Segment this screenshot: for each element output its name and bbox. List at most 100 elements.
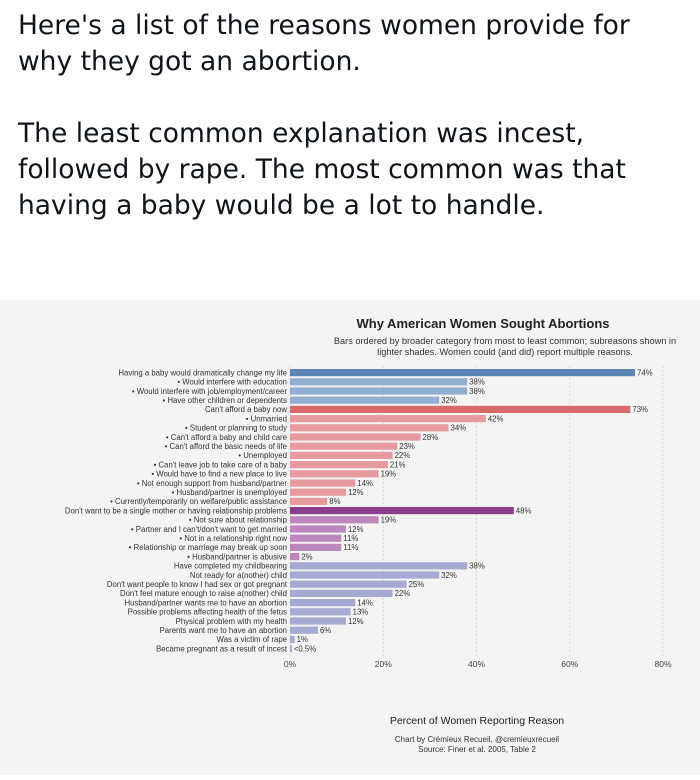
bar-category-label: Possible problems affecting health of th… [128,608,287,617]
bar [290,562,468,570]
bar [290,553,300,561]
chart-title: Why American Women Sought Abortions [356,316,609,331]
bar-category-label: Don't want people to know I had sex or g… [107,580,288,589]
bar-value-label: 12% [348,525,364,534]
bar-category-label: • Can't afford a baby and child care [166,433,287,442]
chart-subtitle-line-1: Bars ordered by broader category from mo… [334,336,676,346]
bar-value-label: 32% [441,396,457,405]
bar-value-label: 19% [381,470,397,479]
bar-chart: Having a baby would dramatically change … [65,316,676,754]
bar-category-label: Can't afford a baby now [205,405,287,414]
bar-category-label: Became pregnant as a result of incest [156,644,288,653]
bar-value-label: 8% [329,497,340,506]
x-tick-label: 80% [654,659,671,669]
bar [290,608,351,616]
bar-category-label: Parents want me to have an abortion [160,626,287,635]
bars [290,369,636,653]
chart-source: Source: Finer et al. 2005, Table 2 [418,745,536,754]
x-tick-label: 60% [561,659,578,669]
bar [290,507,514,515]
bar-value-label: 38% [469,387,485,396]
bar-value-label: 14% [357,598,373,607]
bar [290,571,440,579]
bar-category-label: • Would interfere with job/employment/ca… [132,387,288,396]
bar-category-label: • Currently/temporarily on welfare/publi… [110,497,287,506]
bar-value-label: 28% [423,433,439,442]
bar-category-label: • Would have to find a new place to live [151,470,287,479]
bar [290,589,393,597]
bar-value-label: 34% [451,424,467,433]
tweet-paragraph-1: Here's a list of the reasons women provi… [18,10,630,77]
bar-category-label: • Husband/partner is abusive [187,552,287,561]
bar-value-label: 74% [637,368,653,377]
bar [290,543,342,551]
bar-value-label: 48% [516,506,532,515]
bar-value-label: 13% [353,608,369,617]
bar-value-label: <0.5% [294,644,316,653]
chart-subtitle-line-2: lighter shades. Women could (and did) re… [377,347,633,357]
bar [290,479,356,487]
bar [290,369,636,377]
bar-value-label: 38% [469,378,485,387]
bar [290,580,407,588]
x-axis: 0% 20% 40% 60% 80% [284,659,672,669]
bar [290,516,379,524]
bar [290,534,342,542]
bar-category-label: • Not in a relationship right now [179,534,287,543]
bar [290,488,346,496]
bar [290,497,328,505]
bar-value-label: 38% [469,562,485,571]
bar [290,396,440,404]
chart-credit: Chart by Crémieux Recueil, @cremieuxrecu… [395,735,559,744]
bar [290,433,421,441]
bar [290,525,346,533]
bar [290,415,486,423]
bar-category-label: • Not enough support from husband/partne… [137,479,288,488]
x-tick-label: 0% [284,659,297,669]
tweet-paragraph-2: The least common explanation was incest,… [18,118,626,221]
bar [290,470,379,478]
bar-category-label: • Partner and I can't/don't want to get … [131,525,287,534]
bar-category-label: Don't feel mature enough to raise a(noth… [120,589,287,598]
bar-value-label: 1% [297,635,308,644]
bar-category-label: • Have other children or dependents [162,396,287,405]
bar-category-label: • Husband/partner is unemployed [172,488,287,497]
bar-value-label: 21% [390,460,406,469]
bar-category-label: Don't want to be a single mother or havi… [65,506,287,515]
bar [290,461,388,469]
bar-value-label: 73% [632,405,648,414]
bar-value-label: 22% [395,451,411,460]
bar-value-label: 12% [348,617,364,626]
x-tick-label: 40% [468,659,485,669]
bar-value-label: 22% [395,589,411,598]
bar-category-label: • Can't leave job to take care of a baby [154,460,287,469]
bar-value-label: 32% [441,571,457,580]
bar [290,626,318,634]
bar-category-label: • Unmarried [246,414,287,423]
bar-value-label: 42% [488,414,504,423]
bar [290,387,468,395]
bar-category-label: • Would interfere with education [177,378,287,387]
bar-value-label: 11% [343,543,358,552]
bar-category-label: • Can't afford the basic needs of life [165,442,287,451]
bar-value-label: 6% [320,626,331,635]
bar [290,635,295,643]
bar-value-label: 19% [381,516,397,525]
bar [290,405,631,413]
tweet-text: Here's a list of the reasons women provi… [18,8,686,260]
bar-category-label: Was a victim of rape [217,635,287,644]
bar-category-label: Husband/partner wants me to have an abor… [124,598,287,607]
bar [290,442,398,450]
bar [290,378,468,386]
bar-category-label: • Relationship or marriage may break up … [129,543,287,552]
bar-value-label: 25% [409,580,425,589]
x-tick-label: 20% [375,659,392,669]
bar-category-label: Physical problem with my health [176,617,287,626]
bar-value-label: 14% [357,479,373,488]
bar [290,599,356,607]
bar-category-label: • Student or planning to study [185,424,287,433]
bar-value-label: 23% [399,442,415,451]
bar-value-label: 2% [301,552,312,561]
bar-value-label: 11% [343,534,358,543]
bar-category-label: Not ready for a(nother) child [190,571,287,580]
